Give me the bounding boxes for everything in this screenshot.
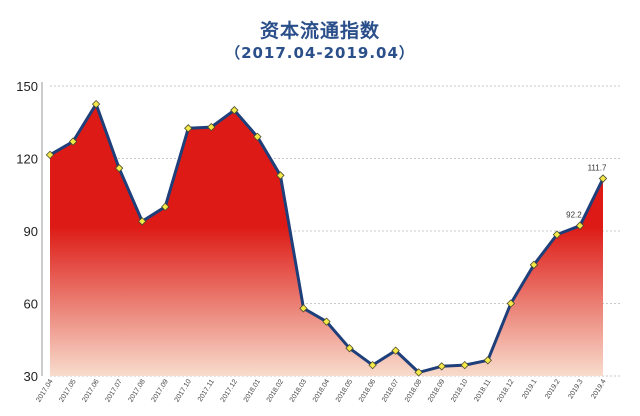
x-tick-label: 2019.2 bbox=[544, 378, 561, 400]
x-tick-label: 2018.11 bbox=[473, 378, 492, 403]
data-label: 111.7 bbox=[588, 164, 607, 173]
x-tick-label: 2017.07 bbox=[104, 378, 123, 403]
x-tick-label: 2017.12 bbox=[220, 378, 239, 403]
x-tick-label: 2017.11 bbox=[197, 378, 216, 403]
data-point-marker bbox=[114, 164, 124, 173]
area-fill bbox=[50, 104, 603, 376]
data-point-marker bbox=[45, 150, 55, 160]
x-tick-label: 2018.02 bbox=[266, 378, 285, 403]
data-point-marker bbox=[460, 360, 469, 370]
x-tick-label: 2017.04 bbox=[35, 378, 54, 403]
x-tick-label: 2017.09 bbox=[151, 378, 170, 403]
y-axis: 30 60 90 120 150 bbox=[16, 79, 43, 384]
x-tick-label: 2018.10 bbox=[450, 378, 469, 403]
x-tick-label: 2018.12 bbox=[496, 378, 515, 403]
data-point-marker bbox=[437, 362, 446, 371]
y-tick-label: 90 bbox=[24, 224, 38, 239]
data-point-marker bbox=[138, 217, 147, 226]
data-point-marker bbox=[230, 106, 239, 115]
data-point-marker bbox=[276, 171, 285, 180]
x-tick-label: 2018.08 bbox=[404, 378, 423, 403]
chart-subtitle: （2017.04-2019.04） bbox=[225, 44, 415, 62]
x-tick-label: 2018.01 bbox=[243, 378, 262, 403]
data-point-marker bbox=[598, 174, 608, 183]
data-point-marker bbox=[575, 221, 585, 230]
data-point-marker bbox=[506, 299, 515, 308]
data-label: 92.2 bbox=[566, 211, 582, 220]
data-point-marker bbox=[345, 344, 354, 353]
x-tick-label: 2018.05 bbox=[335, 378, 354, 403]
data-point-marker bbox=[391, 346, 400, 355]
data-point-marker bbox=[414, 368, 423, 377]
data-point-marker bbox=[253, 132, 262, 141]
x-tick-label: 2017.06 bbox=[81, 378, 100, 403]
x-tick-label: 2018.04 bbox=[312, 378, 331, 403]
data-point-marker bbox=[368, 360, 377, 370]
x-tick-label: 2018.09 bbox=[427, 378, 446, 403]
x-tick-label: 2019.3 bbox=[567, 378, 584, 400]
x-tick-label: 2019.1 bbox=[521, 378, 538, 400]
data-point-marker bbox=[483, 356, 492, 365]
y-tick-label: 150 bbox=[16, 79, 38, 94]
x-tick-label: 2017.10 bbox=[174, 378, 193, 403]
data-point-marker bbox=[299, 304, 308, 313]
data-labels: 92.2 111.7 bbox=[566, 164, 607, 220]
x-tick-label: 2018.06 bbox=[358, 378, 377, 403]
data-point-marker bbox=[161, 202, 170, 211]
x-tick-label: 2019.4 bbox=[590, 378, 607, 400]
x-tick-label: 2018.03 bbox=[289, 378, 308, 403]
data-point-marker bbox=[68, 137, 78, 146]
x-tick-label: 2017.08 bbox=[128, 378, 147, 403]
data-point-marker bbox=[184, 124, 193, 133]
data-point-marker bbox=[322, 317, 331, 326]
data-point-marker bbox=[207, 122, 216, 132]
data-point-marker bbox=[552, 230, 562, 239]
data-point-marker bbox=[529, 260, 539, 269]
x-tick-label: 2018.07 bbox=[381, 378, 400, 403]
point-markers bbox=[45, 99, 608, 377]
y-tick-label: 120 bbox=[16, 152, 38, 167]
x-tick-label: 2017.05 bbox=[58, 378, 77, 403]
x-axis: 2017.04 2017.05 2017.06 2017.07 2017.08 2017.… bbox=[35, 378, 607, 403]
y-tick-label: 60 bbox=[24, 297, 38, 312]
data-point-marker bbox=[91, 99, 101, 109]
chart-title: 资本流通指数 bbox=[259, 20, 380, 42]
y-tick-label: 30 bbox=[24, 369, 38, 384]
